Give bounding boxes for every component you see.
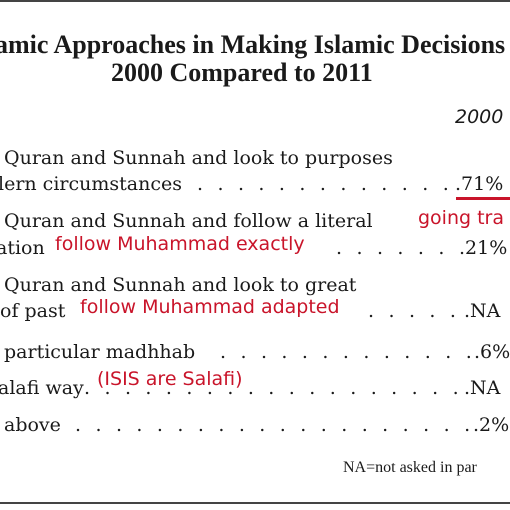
row-2-value: .21% <box>459 237 508 259</box>
footnote: NA=not asked in par <box>343 459 477 476</box>
row-4-label: particular madhhab <box>4 341 196 363</box>
row-4-value: .6% <box>474 341 510 363</box>
row-6-value: .2% <box>473 414 510 436</box>
row-5-label: alafi way <box>0 377 84 399</box>
annotation-isis-salafi: (ISIS are Salafi) <box>97 368 243 390</box>
annotation-going-tra: going tra <box>418 207 505 229</box>
title-line-2: 2000 Compared to 2011 <box>111 58 373 87</box>
row-2-label-line2: ation <box>0 237 45 259</box>
row-3-label-line2: of past <box>0 300 66 322</box>
red-underline-mark <box>456 197 510 200</box>
title-line-1: amic Approaches in Making Islamic Decisi… <box>0 30 506 59</box>
column-header-2000: 2000 <box>455 106 504 128</box>
row-1-label-line2: lern circumstances <box>0 173 182 195</box>
row-1-leader-dots: . . . . . . . . . . . . . . . . <box>197 173 455 195</box>
row-3-value: .NA <box>464 300 501 322</box>
row-1-value: .71% <box>455 173 504 195</box>
row-6-label: above <box>4 414 61 436</box>
row-5-leader-dots: . . . . . . . . . . . . . . . . . . . . … <box>84 377 464 399</box>
row-3-label-line1: Quran and Sunnah and look to great <box>4 274 357 296</box>
annotation-follow-exactly: follow Muhammad exactly <box>55 233 305 255</box>
row-3-leader-dots: . . . . . . . . . . . . . . . . . . . <box>368 300 464 322</box>
row-4-leader-dots: . . . . . . . . . . . . . . . . . . <box>220 341 474 363</box>
row-6-leader-dots: . . . . . . . . . . . . . . . . . . . . … <box>75 414 473 436</box>
row-2-leader-dots: . . . . . . . . . . . . . <box>336 237 458 259</box>
row-1-label-line1: Quran and Sunnah and look to purposes <box>4 147 393 169</box>
row-2-label-line1: Quran and Sunnah and follow a literal <box>4 210 373 232</box>
annotation-follow-adapted: follow Muhammad adapted <box>80 296 340 318</box>
row-5-value: .NA <box>464 377 501 399</box>
